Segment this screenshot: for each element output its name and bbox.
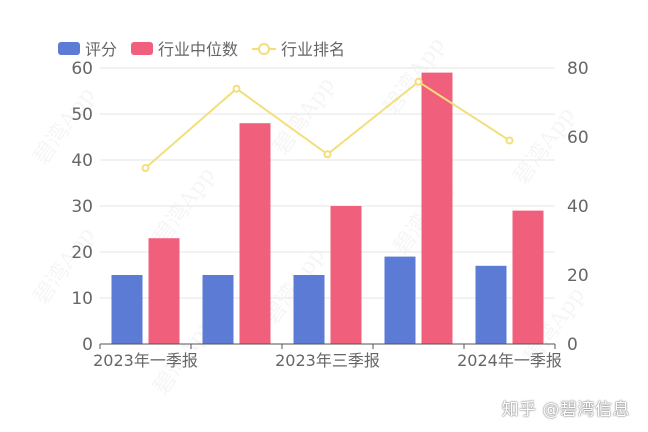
y-right-tick-label: 80 [567, 59, 589, 79]
y-right-tick-label: 40 [567, 197, 589, 217]
bar-score [111, 275, 143, 344]
point-industry-rank [323, 150, 332, 159]
legend-label-score: 评分 [85, 40, 118, 59]
bar-industry-median [239, 123, 271, 344]
bar-industry-median [330, 206, 362, 344]
bar-industry-median [512, 210, 544, 344]
bar-industry-median [421, 72, 453, 344]
x-tick-label: 2024年一季报 [457, 351, 562, 370]
y-left-tick-label: 30 [71, 197, 93, 217]
point-industry-rank [141, 164, 150, 173]
y-left-tick-label: 10 [71, 289, 93, 309]
legend-swatch-score [58, 41, 80, 55]
y-right-tick-label: 60 [567, 128, 589, 148]
point-industry-rank [232, 84, 241, 93]
y-left-tick-label: 40 [71, 151, 93, 171]
y-left-tick-label: 60 [71, 59, 93, 79]
bar-industry-median [148, 238, 180, 344]
y-left-tick-label: 0 [82, 335, 93, 355]
legend-item-industry-median[interactable]: 行业中位数 [131, 36, 238, 60]
legend-label-industry-rank: 行业排名 [281, 40, 346, 59]
point-industry-rank [505, 136, 514, 145]
background-watermark: 碧湾App [269, 73, 340, 159]
watermark: 知乎 @碧湾信息 [501, 400, 630, 420]
y-left-tick-label: 50 [71, 105, 93, 125]
legend: 评分 行业中位数 行业排名 [58, 36, 345, 60]
legend-swatch-industry-median [131, 41, 154, 55]
y-right-tick-label: 0 [567, 335, 578, 355]
bar-score [293, 275, 325, 344]
legend-swatch-industry-rank [252, 42, 277, 55]
bar-score [384, 256, 416, 344]
bar-score [475, 265, 507, 344]
y-left-tick-label: 20 [71, 243, 93, 263]
bar-score [202, 275, 234, 344]
legend-label-industry-median: 行业中位数 [158, 40, 239, 59]
x-tick-label: 2023年一季报 [93, 351, 198, 370]
legend-item-score[interactable]: 评分 [58, 36, 117, 60]
y-right-tick-label: 20 [567, 266, 589, 286]
point-industry-rank [414, 77, 423, 86]
x-tick-label: 2023年三季报 [275, 351, 380, 370]
legend-item-industry-rank[interactable]: 行业排名 [252, 36, 345, 60]
